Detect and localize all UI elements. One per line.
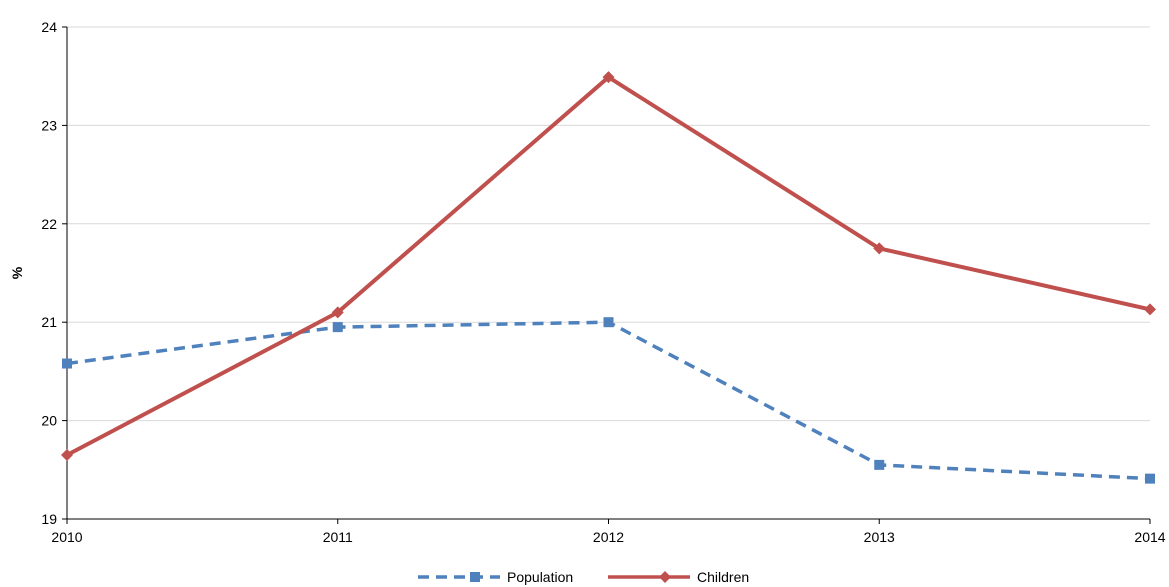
data-point-population — [332, 322, 343, 333]
x-tick-labels: 2010 2011 2012 2013 2014 — [51, 529, 1165, 545]
x-tick-label: 2013 — [864, 529, 895, 545]
series-children — [61, 71, 1156, 462]
y-tick-label: 21 — [41, 314, 57, 330]
series-layer — [61, 71, 1156, 484]
legend: Population Children — [418, 569, 749, 585]
y-tick-label: 24 — [41, 19, 57, 35]
legend-label-children: Children — [697, 569, 749, 585]
y-tick-label: 20 — [41, 413, 57, 429]
y-tick-label: 23 — [41, 117, 57, 133]
y-tick-labels: 19 20 21 22 23 24 — [41, 19, 57, 527]
legend-label-population: Population — [507, 569, 573, 585]
legend-item-population: Population — [418, 569, 573, 585]
data-point-children — [1144, 303, 1156, 316]
x-tick-label: 2010 — [51, 529, 82, 545]
legend-marker-children — [659, 571, 671, 583]
y-axis-title: % — [9, 266, 25, 279]
data-point-population — [1145, 473, 1155, 484]
legend-marker-population — [470, 572, 480, 582]
legend-item-children: Children — [608, 569, 749, 585]
data-point-children — [873, 242, 886, 255]
series-line-population — [66, 320, 1151, 481]
x-tick-label: 2011 — [323, 529, 353, 545]
data-point-population — [62, 358, 72, 369]
y-tick-label: 22 — [41, 216, 57, 232]
data-point-population — [603, 317, 614, 328]
data-point-children — [602, 71, 615, 84]
y-tick-label: 19 — [41, 511, 57, 527]
data-point-population — [874, 459, 885, 470]
x-tick-label: 2012 — [593, 529, 624, 545]
gridlines — [67, 26, 1150, 422]
series-population — [62, 317, 1155, 484]
series-line-children — [66, 75, 1151, 457]
x-tick-label: 2014 — [1134, 529, 1165, 545]
data-point-children — [61, 449, 73, 462]
data-point-children — [331, 306, 344, 319]
axes — [62, 26, 1151, 524]
